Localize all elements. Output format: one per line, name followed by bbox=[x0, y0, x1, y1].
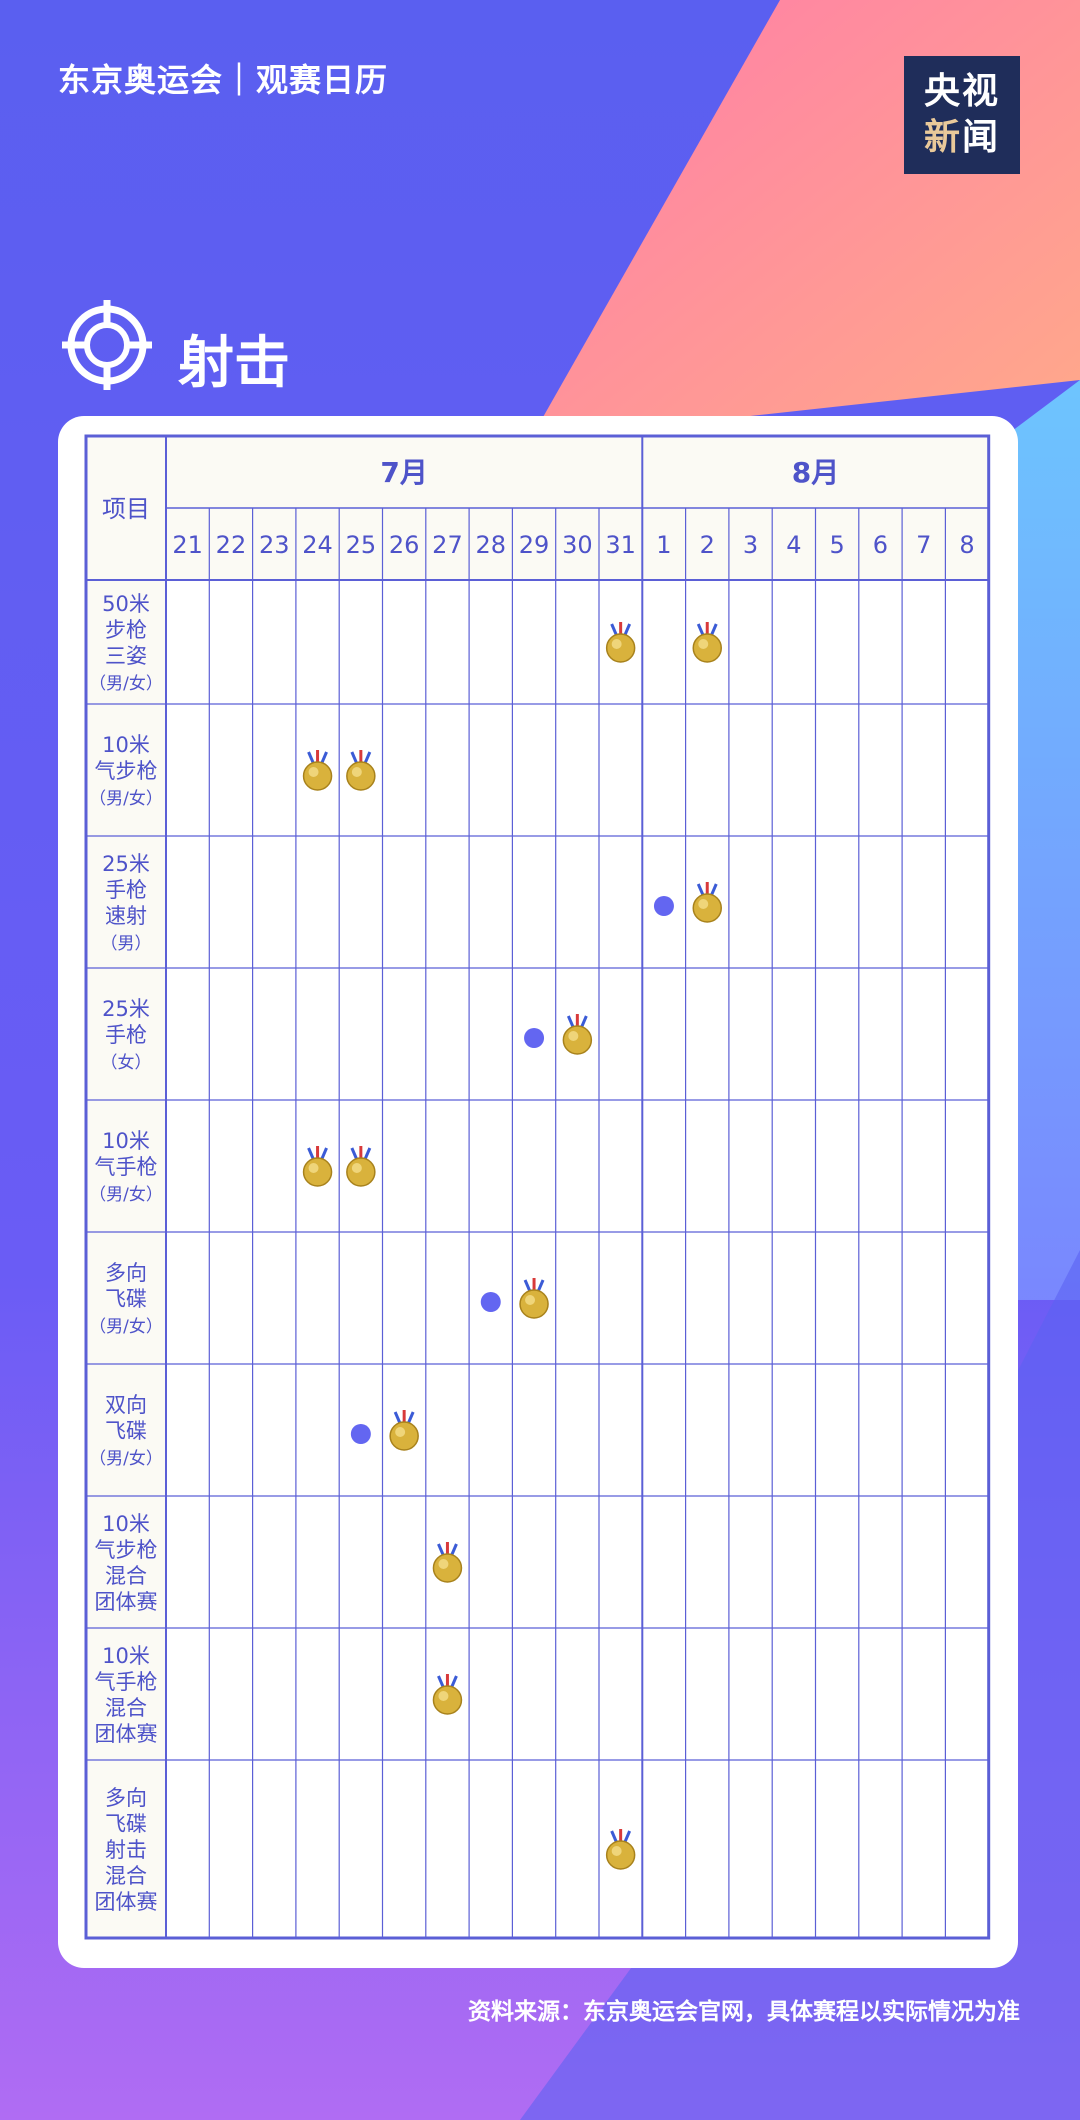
gold-medal-icon bbox=[432, 1553, 463, 1583]
medal-shine bbox=[611, 639, 622, 649]
event-name-line: 射击 bbox=[105, 1838, 147, 1862]
event-name-line: 10米 bbox=[102, 1512, 150, 1536]
event-name-line: 混合 bbox=[105, 1696, 147, 1720]
medal-shine bbox=[351, 767, 362, 777]
event-name-line: 气步枪 bbox=[95, 759, 158, 783]
event-name-line: 50米 bbox=[102, 592, 150, 616]
event-name-line: （男/女） bbox=[89, 1185, 163, 1205]
gold-medal-icon bbox=[302, 761, 333, 791]
gold-medal-icon bbox=[692, 893, 722, 923]
medal-shine bbox=[611, 1846, 622, 1856]
event-name-line: 气步枪 bbox=[95, 1538, 158, 1562]
table-border bbox=[84, 434, 991, 1940]
event-name-line: （男/女） bbox=[89, 789, 163, 809]
gold-medal-icon bbox=[605, 633, 636, 663]
day-label: 8 bbox=[959, 531, 974, 559]
competition-day-dot bbox=[653, 896, 674, 916]
day-label: 5 bbox=[830, 531, 845, 559]
event-name-line: 双向 bbox=[105, 1393, 147, 1417]
cctv-news-logo: 央视 新闻 bbox=[904, 56, 1020, 174]
day-label: 24 bbox=[302, 531, 333, 559]
day-label: 7 bbox=[916, 531, 931, 559]
event-name-line: 步枪 bbox=[105, 618, 147, 642]
event-name-line: 25米 bbox=[102, 852, 150, 876]
gold-medal-icon bbox=[346, 761, 376, 791]
day-label: 25 bbox=[346, 531, 377, 559]
day-label: 29 bbox=[519, 531, 550, 559]
event-name-line: 10米 bbox=[102, 1129, 150, 1153]
header-title: 东京奥运会｜观赛日历 bbox=[58, 61, 389, 99]
day-label: 23 bbox=[259, 531, 290, 559]
event-name-line: 气手枪 bbox=[95, 1155, 158, 1179]
medal-shine bbox=[351, 1163, 362, 1173]
event-name-line: 手枪 bbox=[105, 1023, 147, 1047]
day-label: 30 bbox=[562, 531, 593, 559]
event-name-line: 三姿 bbox=[105, 644, 147, 668]
schedule-card: 项目 7月 8月 21 22 23 24 25 26 27 28 29 30 31 1 2 3 4 5 6 7 8 50米步… bbox=[58, 416, 1018, 1968]
event-name-line: 团体赛 bbox=[95, 1890, 158, 1914]
medal-shine bbox=[525, 1295, 536, 1305]
day-label: 6 bbox=[873, 531, 888, 559]
day-label: 3 bbox=[743, 531, 758, 559]
day-label: 2 bbox=[700, 531, 715, 559]
gold-medal-icon bbox=[302, 1157, 333, 1187]
event-name-line: （女） bbox=[101, 1053, 152, 1073]
event-name-line: 多向 bbox=[105, 1261, 147, 1285]
medal-shine bbox=[568, 1031, 579, 1041]
logo-line-1: 央视 bbox=[923, 71, 1000, 112]
competition-day-dot bbox=[350, 1424, 371, 1444]
medal-shine bbox=[438, 1559, 449, 1569]
gold-medal-icon bbox=[432, 1685, 463, 1715]
medal-shine bbox=[395, 1427, 406, 1437]
event-name-line: 25米 bbox=[102, 997, 150, 1021]
gold-medal-icon bbox=[519, 1289, 549, 1319]
corner-label: 项目 bbox=[102, 495, 150, 523]
event-name-line: 多向 bbox=[105, 1786, 147, 1810]
event-name-line: 飞碟 bbox=[105, 1287, 147, 1311]
event-name-line: （男/女） bbox=[89, 674, 163, 694]
event-name-line: 团体赛 bbox=[95, 1590, 158, 1614]
month-label: 7月 bbox=[380, 456, 427, 489]
event-name-line: 飞碟 bbox=[105, 1812, 147, 1836]
event-name-line: 手枪 bbox=[105, 878, 147, 902]
medal-shine bbox=[438, 1691, 449, 1701]
day-label: 21 bbox=[172, 531, 203, 559]
day-label: 28 bbox=[475, 531, 506, 559]
event-column-background bbox=[86, 580, 166, 1938]
day-label: 22 bbox=[216, 531, 247, 559]
event-name-line: 气手枪 bbox=[95, 1670, 158, 1694]
medal-shine bbox=[308, 1163, 319, 1173]
target-icon bbox=[62, 300, 152, 390]
gold-medal-icon bbox=[562, 1025, 593, 1055]
day-label: 26 bbox=[389, 531, 420, 559]
section-title: 射击 bbox=[178, 331, 290, 396]
event-name-line: 速射 bbox=[105, 904, 147, 928]
competition-day-dot bbox=[480, 1292, 501, 1312]
competition-day-dot bbox=[524, 1028, 545, 1048]
event-name-line: 团体赛 bbox=[95, 1722, 158, 1746]
event-name-line: （男/女） bbox=[89, 1317, 163, 1337]
day-label: 4 bbox=[786, 531, 801, 559]
event-name-line: （男） bbox=[101, 934, 152, 954]
day-label: 27 bbox=[432, 531, 463, 559]
day-label: 1 bbox=[656, 531, 671, 559]
medal-shine bbox=[698, 899, 709, 909]
gold-medal-icon bbox=[605, 1840, 636, 1870]
month-label: 8月 bbox=[792, 456, 839, 489]
gold-medal-icon bbox=[346, 1157, 376, 1187]
logo-line-2: 新闻 bbox=[923, 117, 1001, 158]
event-name-line: 混合 bbox=[105, 1864, 147, 1888]
event-name-line: 混合 bbox=[105, 1564, 147, 1588]
medal-shine bbox=[698, 639, 709, 649]
gold-medal-icon bbox=[692, 633, 722, 663]
event-name-line: 飞碟 bbox=[105, 1419, 147, 1443]
medal-shine bbox=[308, 767, 319, 777]
event-name-line: （男/女） bbox=[89, 1449, 163, 1469]
source-note: 资料来源：东京奥运会官网，具体赛程以实际情况为准 bbox=[468, 1999, 1020, 2025]
event-name-line: 10米 bbox=[102, 733, 150, 757]
event-name-line: 10米 bbox=[102, 1644, 150, 1668]
day-label: 31 bbox=[605, 531, 636, 559]
gold-medal-icon bbox=[389, 1421, 419, 1451]
